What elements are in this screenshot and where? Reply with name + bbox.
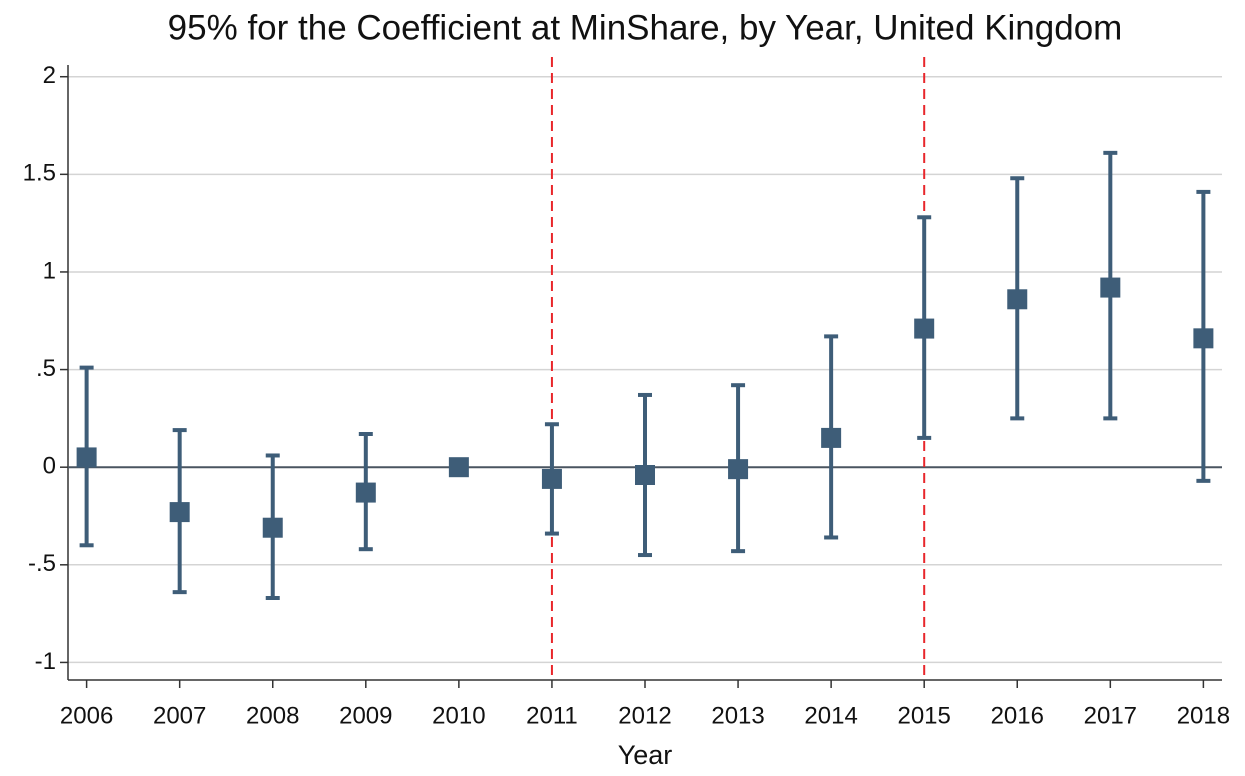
y-tick-label: 2 [43, 62, 56, 89]
x-tick-label: 2017 [1084, 702, 1137, 729]
point-marker [541, 468, 562, 489]
point-marker [728, 459, 749, 480]
y-tick-label: -.5 [28, 550, 56, 577]
x-tick-label: 2007 [153, 702, 206, 729]
point-marker [1193, 328, 1214, 349]
y-tick-label: .5 [36, 355, 56, 382]
point-marker [821, 427, 842, 448]
point-marker [1100, 277, 1121, 298]
y-tick-label: 1 [43, 257, 56, 284]
x-tick-label: 2011 [526, 702, 578, 729]
x-tick-label: 2014 [804, 702, 857, 729]
point-marker [355, 482, 376, 503]
x-tick-label: 2016 [991, 702, 1044, 729]
x-tick-label: 2010 [432, 702, 485, 729]
point-marker [169, 502, 190, 523]
x-tick-label: 2013 [711, 702, 764, 729]
y-tick-label: 1.5 [23, 160, 56, 187]
point-marker [914, 318, 935, 339]
x-tick-label: 2006 [60, 702, 113, 729]
x-tick-label: 2018 [1177, 702, 1230, 729]
point-marker [448, 457, 469, 478]
point-marker [262, 517, 283, 538]
x-tick-label: 2008 [246, 702, 299, 729]
y-tick-label: 0 [43, 453, 56, 480]
x-tick-label: 2015 [897, 702, 950, 729]
point-marker [76, 447, 97, 468]
point-marker [635, 465, 655, 485]
x-axis-label: Year [618, 740, 673, 770]
y-tick-label: -1 [35, 648, 56, 675]
x-tick-label: 2012 [618, 702, 671, 729]
x-tick-label: 2009 [339, 702, 392, 729]
chart-title: 95% for the Coefficient at MinShare, by … [168, 8, 1123, 47]
point-marker [1007, 289, 1028, 310]
